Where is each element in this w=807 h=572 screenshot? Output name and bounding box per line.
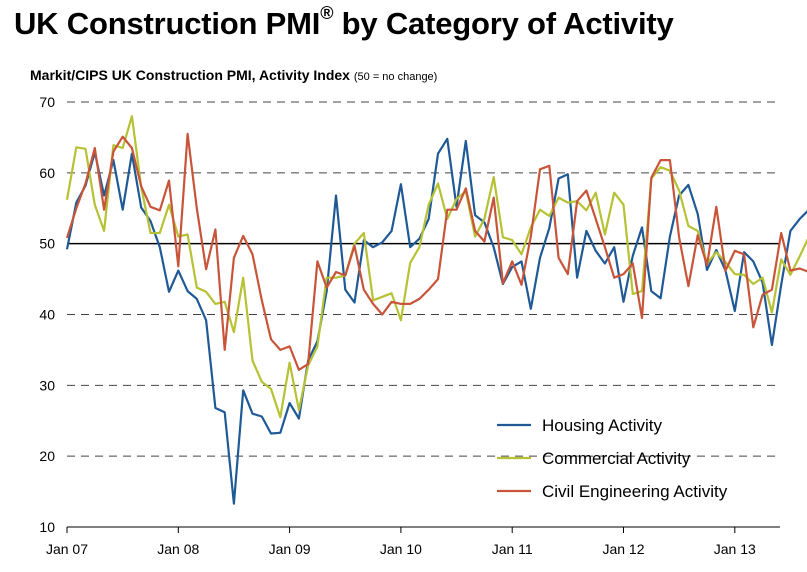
y-tick-label: 60 [39,165,55,181]
x-tick-label: Jan 12 [602,541,644,557]
gridlines [67,101,780,457]
y-tick-label: 30 [39,377,55,393]
x-tick-label: Jan 10 [380,541,422,557]
x-tick-label: Jan 13 [714,541,756,557]
x-tick-label: Jan 09 [269,541,311,557]
x-tick-label: Jan 11 [492,541,533,557]
y-tick-label: 20 [39,448,55,464]
x-tick-label: Jan 08 [157,541,199,557]
y-tick-label: 70 [39,94,55,110]
series-line-housing [65,137,807,505]
subtitle-note: (50 = no change) [353,71,438,83]
axes: 70 60 50 40 30 20 10 Jan 07 Jan 08 Jan 09 Jan 10 Ja… [39,94,780,557]
legend-label-civil: Civil Engineering Activity [542,482,728,501]
y-tick-label: 10 [39,519,55,535]
chart-title: UK Construction PMI® by Category of Acti… [14,2,674,42]
registered-mark: ® [320,2,334,23]
legend: Housing Activity Commercial Activity Civil… [497,416,728,501]
series-line-civil [65,132,807,371]
y-tick-label: 40 [39,307,55,323]
chart-title-text: UK Construction PMI [14,6,321,41]
legend-label-housing: Housing Activity [542,416,662,435]
chart-subtitle: Markit/CIPS UK Construction PMI, Activit… [30,67,437,83]
y-tick-label: 50 [39,236,55,252]
series-line-commercial [65,115,807,419]
subtitle-text: Markit/CIPS UK Construction PMI, Activit… [30,67,354,83]
chart-title-suffix: by Category of Activity [333,6,674,41]
legend-label-commercial: Commercial Activity [542,449,691,468]
x-tick-label: Jan 07 [46,541,88,557]
data-series [65,115,807,505]
